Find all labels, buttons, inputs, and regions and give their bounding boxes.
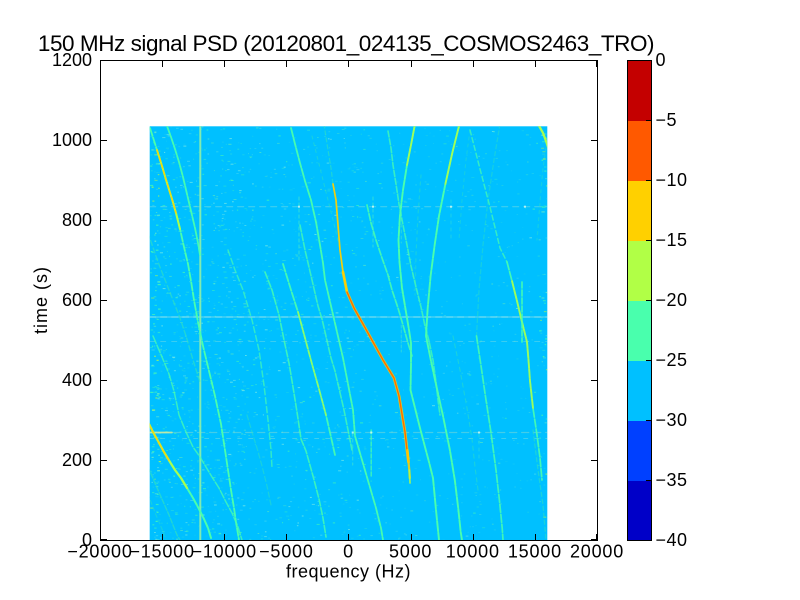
svg-text:−5: −5 xyxy=(656,110,678,130)
svg-text:5000: 5000 xyxy=(389,541,432,561)
svg-text:0: 0 xyxy=(656,50,667,70)
svg-text:−15000: −15000 xyxy=(129,541,194,561)
svg-text:−10: −10 xyxy=(656,170,688,190)
svg-text:−20: −20 xyxy=(656,290,688,310)
svg-text:−40: −40 xyxy=(656,530,688,550)
svg-text:200: 200 xyxy=(62,450,92,470)
svg-text:400: 400 xyxy=(62,370,92,390)
svg-text:−10000: −10000 xyxy=(192,541,257,561)
svg-text:20000: 20000 xyxy=(570,541,624,561)
svg-text:0: 0 xyxy=(343,541,354,561)
svg-text:1000: 1000 xyxy=(52,130,92,150)
svg-text:frequency (Hz): frequency (Hz) xyxy=(286,562,411,582)
svg-text:time (s): time (s) xyxy=(31,266,51,334)
svg-text:600: 600 xyxy=(62,290,92,310)
svg-text:−20000: −20000 xyxy=(67,541,132,561)
svg-text:−25: −25 xyxy=(656,350,688,370)
svg-text:−30: −30 xyxy=(656,410,688,430)
svg-text:−15: −15 xyxy=(656,230,688,250)
svg-text:0: 0 xyxy=(82,530,92,550)
svg-text:150 MHz signal PSD (20120801_0: 150 MHz signal PSD (20120801_024135_COSM… xyxy=(38,31,654,56)
svg-text:1200: 1200 xyxy=(52,50,92,70)
svg-text:10000: 10000 xyxy=(446,541,500,561)
svg-text:15000: 15000 xyxy=(508,541,562,561)
svg-text:−5000: −5000 xyxy=(259,541,314,561)
svg-text:−35: −35 xyxy=(656,470,688,490)
svg-text:800: 800 xyxy=(62,210,92,230)
